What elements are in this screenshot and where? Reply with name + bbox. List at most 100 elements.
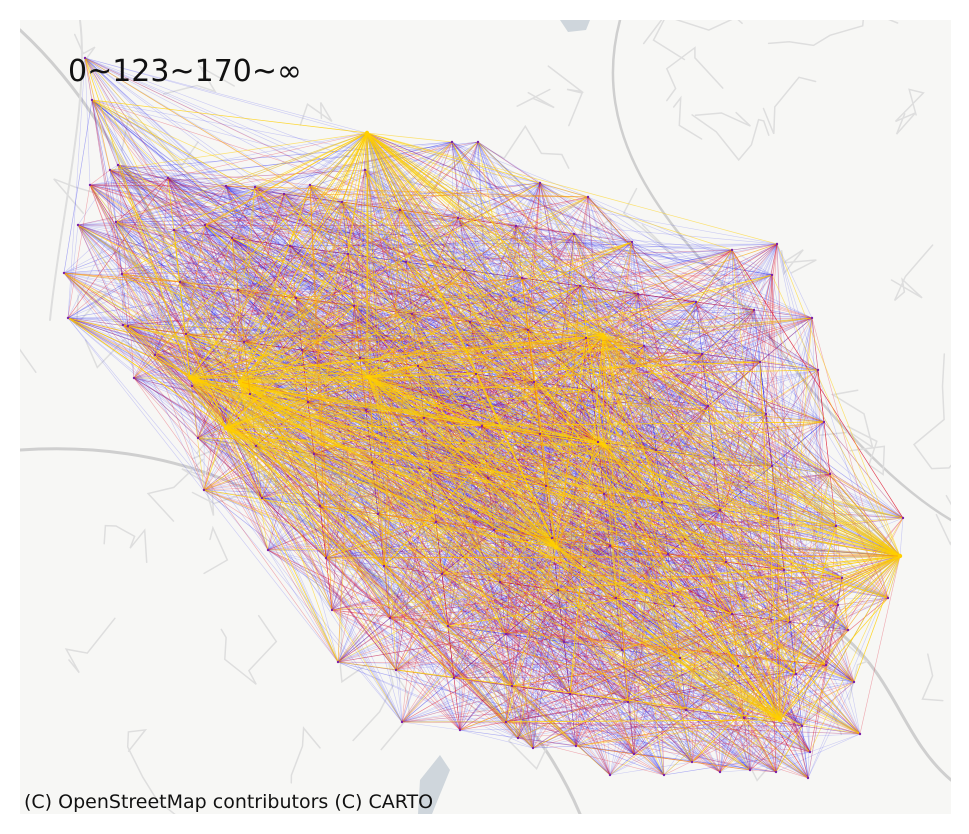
od-node[interactable] <box>306 400 310 404</box>
od-node[interactable] <box>312 452 316 456</box>
od-node[interactable] <box>187 375 193 381</box>
od-node[interactable] <box>666 552 670 556</box>
od-node[interactable] <box>330 608 334 612</box>
od-node[interactable] <box>224 184 228 188</box>
od-node[interactable] <box>730 248 734 252</box>
od-node[interactable] <box>416 364 420 368</box>
od-node[interactable] <box>88 183 92 187</box>
od-node[interactable] <box>346 252 350 256</box>
od-node[interactable] <box>775 242 779 246</box>
od-node[interactable] <box>840 576 844 580</box>
od-node[interactable] <box>788 620 792 624</box>
od-node[interactable] <box>480 424 484 428</box>
od-node[interactable] <box>690 760 694 764</box>
od-node[interactable] <box>642 344 646 348</box>
od-node[interactable] <box>308 183 312 187</box>
od-node[interactable] <box>596 440 600 444</box>
od-node[interactable] <box>260 496 264 500</box>
od-node[interactable] <box>584 336 588 340</box>
od-node[interactable] <box>742 716 746 720</box>
od-node[interactable] <box>510 684 514 688</box>
od-node[interactable] <box>190 384 194 388</box>
od-node[interactable] <box>288 244 292 248</box>
od-node[interactable] <box>810 316 814 320</box>
od-node[interactable] <box>858 732 862 736</box>
od-node[interactable] <box>620 648 624 652</box>
od-node[interactable] <box>486 476 490 480</box>
od-node[interactable] <box>636 292 640 296</box>
od-node[interactable] <box>203 223 207 227</box>
od-node[interactable] <box>237 379 243 385</box>
od-node[interactable] <box>758 360 762 364</box>
od-node[interactable] <box>196 436 200 440</box>
od-node[interactable] <box>752 308 756 312</box>
od-node[interactable] <box>602 492 606 496</box>
od-node[interactable] <box>388 616 392 620</box>
od-node[interactable] <box>254 444 258 448</box>
od-node[interactable] <box>394 668 398 672</box>
od-node[interactable] <box>782 568 786 572</box>
od-node[interactable] <box>550 536 554 540</box>
od-node[interactable] <box>718 508 722 512</box>
od-node[interactable] <box>712 456 716 460</box>
od-node[interactable] <box>600 332 606 338</box>
od-node[interactable] <box>462 268 466 272</box>
od-node[interactable] <box>572 232 576 236</box>
od-node[interactable] <box>253 185 257 189</box>
od-node[interactable] <box>352 304 356 308</box>
od-node[interactable] <box>452 676 456 680</box>
od-node[interactable] <box>574 744 578 748</box>
od-node[interactable] <box>294 296 298 300</box>
od-node[interactable] <box>336 660 340 664</box>
od-node[interactable] <box>601 442 607 448</box>
od-node[interactable] <box>474 372 478 376</box>
od-node[interactable] <box>456 216 460 220</box>
od-node[interactable] <box>428 468 432 472</box>
od-node[interactable] <box>578 284 582 288</box>
od-node[interactable] <box>828 472 832 476</box>
od-node[interactable] <box>450 140 454 144</box>
od-node[interactable] <box>126 324 130 328</box>
od-node[interactable] <box>736 664 740 668</box>
od-node[interactable] <box>324 556 328 560</box>
od-node[interactable] <box>808 750 812 754</box>
od-node[interactable] <box>358 356 362 360</box>
od-node[interactable] <box>120 272 124 276</box>
od-node[interactable] <box>748 768 752 772</box>
od-node[interactable] <box>660 500 664 504</box>
od-node[interactable] <box>774 770 778 774</box>
od-node[interactable] <box>108 168 112 172</box>
od-node[interactable] <box>132 376 136 380</box>
od-node[interactable] <box>266 548 270 552</box>
od-node[interactable] <box>434 520 438 524</box>
od-node[interactable] <box>363 168 367 172</box>
od-node[interactable] <box>886 596 890 600</box>
od-node[interactable] <box>504 632 508 636</box>
od-node[interactable] <box>770 273 774 277</box>
od-node[interactable] <box>370 460 374 464</box>
od-node[interactable] <box>562 640 566 644</box>
od-node[interactable] <box>121 323 125 327</box>
od-node[interactable] <box>153 353 157 357</box>
od-node[interactable] <box>504 720 508 724</box>
od-node[interactable] <box>590 388 594 392</box>
od-node[interactable] <box>166 176 170 180</box>
od-node[interactable] <box>776 516 780 520</box>
od-node[interactable] <box>834 524 838 528</box>
od-node[interactable] <box>700 352 704 356</box>
od-node[interactable] <box>422 416 426 420</box>
od-node[interactable] <box>242 340 246 344</box>
od-node[interactable] <box>654 448 658 452</box>
od-node[interactable] <box>730 612 734 616</box>
od-node[interactable] <box>901 516 905 520</box>
od-node[interactable] <box>662 773 666 777</box>
od-node[interactable] <box>248 392 252 396</box>
od-node[interactable] <box>516 736 520 740</box>
od-node[interactable] <box>794 672 798 676</box>
od-node[interactable] <box>648 396 652 400</box>
od-node[interactable] <box>770 464 774 468</box>
od-node[interactable] <box>498 580 502 584</box>
od-node[interactable] <box>531 746 535 750</box>
od-node[interactable] <box>514 224 518 228</box>
od-node[interactable] <box>468 320 472 324</box>
